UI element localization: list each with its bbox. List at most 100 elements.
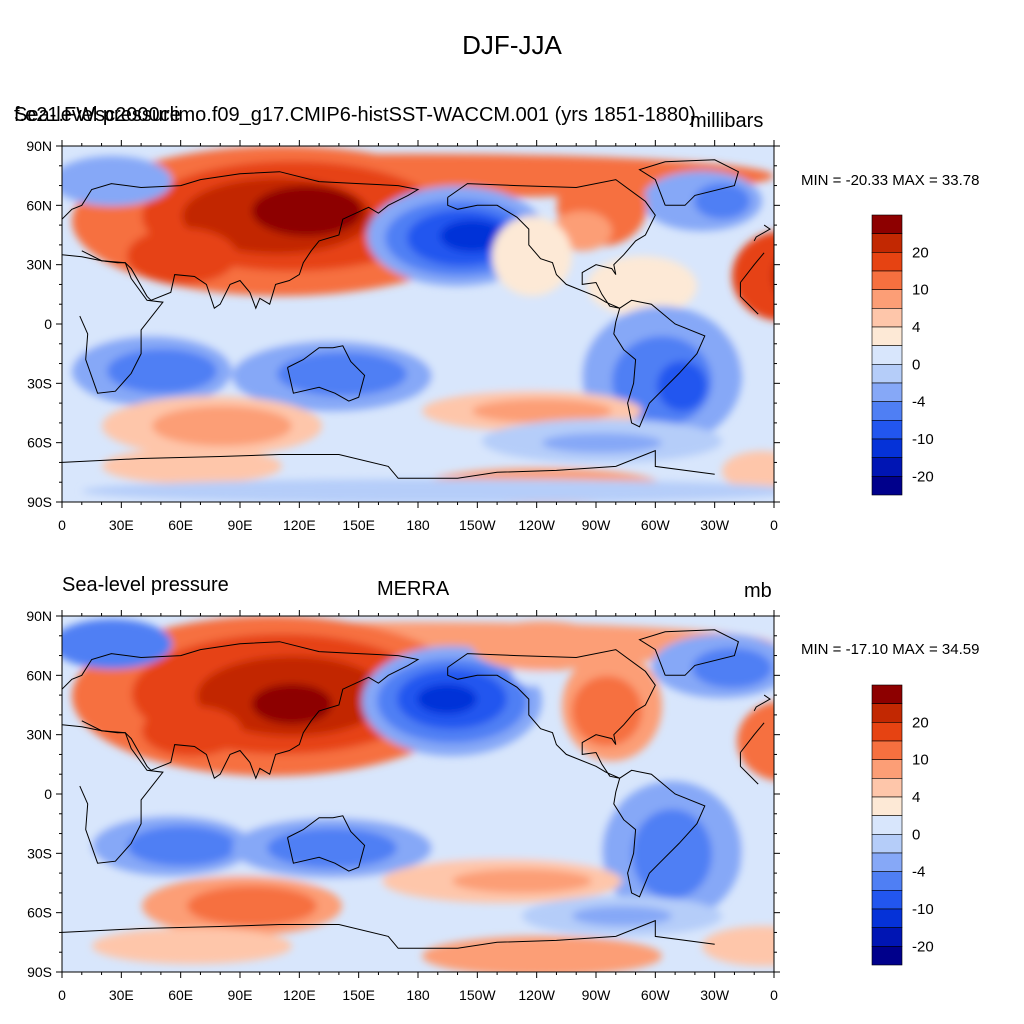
coastline	[62, 919, 715, 949]
lon-label: 0	[770, 987, 778, 1003]
coastline	[638, 159, 739, 206]
panel1-units: millibars	[690, 110, 764, 132]
colorbar-swatch	[871, 778, 903, 798]
contour-region	[472, 621, 612, 671]
colorbar-swatch	[871, 252, 903, 272]
contour-region	[277, 352, 407, 396]
lon-label: 90E	[228, 987, 253, 1003]
contour-region	[492, 216, 572, 296]
colorbar-label: -20	[912, 938, 934, 955]
coastline	[447, 179, 656, 309]
contour-region	[62, 156, 172, 206]
panel2-center-title: MERRA	[377, 578, 450, 600]
lon-label: 150E	[342, 517, 375, 533]
contour-region	[142, 706, 242, 756]
lon-label: 150E	[342, 987, 375, 1003]
lon-label: 60E	[168, 987, 193, 1003]
lon-label: 120W	[518, 987, 555, 1003]
panel2-colorbar: -20 -10 -4 0 4 10 20	[871, 684, 934, 966]
panel2-map: 90N 60N 30N 0 30S 60S 90S 0 30E 60E 90E 120E 150E 180…	[26, 608, 780, 1003]
contour-region	[472, 399, 612, 423]
lat-label: 30N	[26, 257, 52, 273]
coastline	[613, 769, 706, 898]
coastline	[62, 641, 771, 780]
lat-label: 60N	[26, 667, 52, 683]
colorbar-swatch	[871, 233, 903, 253]
contour-region	[692, 648, 772, 688]
coastline	[447, 649, 656, 779]
lon-label: 60W	[641, 517, 671, 533]
contour-region	[102, 448, 282, 484]
lon-label: 150W	[459, 517, 496, 533]
colorbar-swatch	[871, 289, 903, 309]
colorbar-swatch	[871, 420, 903, 440]
contour-region	[542, 433, 662, 453]
panel1-minmax: MIN = -20.33 MAX = 33.78	[801, 172, 980, 189]
colorbar-swatch	[871, 796, 903, 816]
contour-region	[267, 828, 397, 868]
contour-region	[422, 936, 662, 972]
colorbar-swatch	[871, 927, 903, 947]
coastline	[613, 299, 706, 428]
colorbar-swatch	[871, 457, 903, 477]
colorbar-swatch	[871, 890, 903, 910]
contour-region	[252, 186, 362, 236]
panel1-map: 90N 60N 30N 0 30S 60S 90S 0 30E 60E 90E 120E 150E 180…	[26, 138, 780, 533]
contour-region	[772, 264, 774, 288]
colorbar-swatch	[871, 684, 903, 704]
colorbar-label: 4	[912, 319, 920, 336]
coastline	[638, 629, 739, 676]
colorbar-swatch	[871, 214, 903, 234]
panel2-units: mb	[744, 580, 772, 602]
lat-label: 30S	[27, 845, 52, 861]
colorbar-swatch	[871, 834, 903, 854]
lat-label: 0	[44, 316, 52, 332]
panel2-left-title: Sea-level pressure	[62, 574, 229, 596]
contour-region	[722, 451, 774, 491]
colorbar-label: -20	[912, 468, 934, 485]
panel2-minmax: MIN = -17.10 MAX = 34.59	[801, 641, 980, 658]
colorbar-label: 10	[912, 752, 929, 769]
colorbar-label: 20	[912, 244, 929, 261]
colorbar-label: 20	[912, 714, 929, 731]
contour-region	[417, 684, 477, 714]
colorbar-swatch	[871, 270, 903, 290]
lat-label: 90S	[27, 964, 52, 980]
lon-label: 0	[58, 987, 66, 1003]
contour-region	[737, 701, 774, 781]
contour-region	[572, 676, 642, 746]
colorbar-label: 0	[912, 356, 920, 373]
lon-label: 150W	[459, 987, 496, 1003]
lon-label: 180	[406, 517, 430, 533]
figure-title: DJF-JJA	[462, 30, 562, 60]
lon-label: 0	[770, 517, 778, 533]
contour-region	[152, 406, 292, 446]
coastline	[62, 171, 771, 310]
contour-region	[82, 479, 774, 502]
lon-label: 60E	[168, 517, 193, 533]
contour-region	[572, 906, 672, 926]
contour-region	[127, 826, 237, 866]
lon-label: 30E	[109, 517, 134, 533]
contour-region	[587, 256, 697, 316]
colorbar-label: 4	[912, 789, 920, 806]
lat-label: 90S	[27, 494, 52, 510]
colorbar-label: -10	[912, 901, 934, 918]
lat-label: 60S	[27, 905, 52, 921]
colorbar-swatch	[871, 759, 903, 779]
lon-label: 120E	[283, 517, 316, 533]
colorbar-label: -4	[912, 864, 925, 881]
lon-label: 120E	[283, 987, 316, 1003]
lat-label: 90N	[26, 138, 52, 154]
colorbar-label: 0	[912, 826, 920, 843]
colorbar-label: 10	[912, 282, 929, 299]
colorbar-swatch	[871, 438, 903, 458]
lat-label: 0	[44, 786, 52, 802]
lon-label: 0	[58, 517, 66, 533]
contour-region	[657, 361, 707, 411]
contour-region	[92, 928, 292, 964]
lon-label: 30W	[700, 517, 730, 533]
colorbar-label: -10	[912, 431, 934, 448]
lon-label: 90W	[582, 517, 612, 533]
lat-label: 60N	[26, 197, 52, 213]
